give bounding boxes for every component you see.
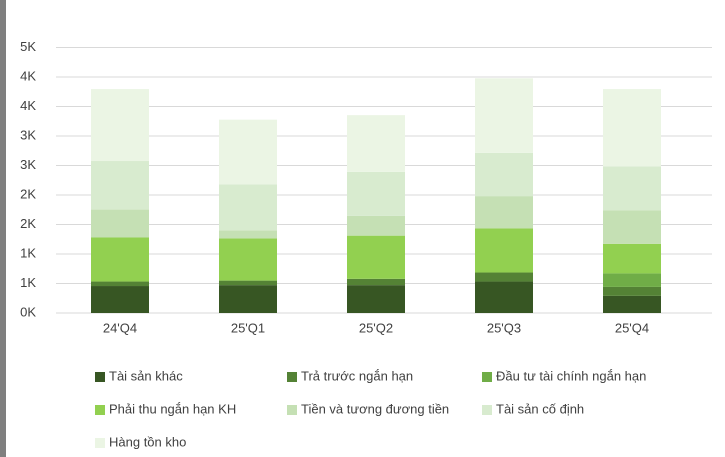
bar-segment	[219, 184, 277, 231]
legend-label: Phải thu ngắn hạn KH	[109, 401, 236, 416]
x-tick-label: 25'Q1	[231, 320, 265, 335]
bar-segment	[219, 238, 277, 281]
bar-segment	[475, 78, 533, 153]
y-tick-label: 5K	[20, 39, 36, 54]
bar-segment	[603, 210, 661, 244]
bar-segment	[603, 273, 661, 287]
legend-swatch	[95, 372, 105, 382]
legend-swatch	[287, 405, 297, 415]
bar-segment	[475, 152, 533, 197]
legend-label: Tiền và tương đương tiền	[301, 401, 449, 416]
y-tick-label: 2K	[20, 216, 36, 231]
legend-swatch	[482, 372, 492, 382]
bar-segment	[603, 89, 661, 167]
legend-swatch	[95, 438, 105, 448]
bar-segment	[91, 286, 149, 313]
bar-segment	[603, 243, 661, 274]
y-tick-label: 4K	[20, 98, 36, 113]
bar-segment	[475, 228, 533, 273]
bar-segment	[347, 171, 405, 216]
legend-swatch	[482, 405, 492, 415]
legend-label: Trả trước ngắn hạn	[301, 368, 413, 383]
bar-segment	[475, 196, 533, 229]
legend-label: Tài sản khác	[109, 368, 183, 383]
bar-segment	[347, 285, 405, 313]
legend-label: Tài sản cố định	[496, 401, 584, 416]
x-tick-label: 25'Q4	[615, 320, 649, 335]
bar-segment	[347, 235, 405, 279]
bar-segment	[91, 237, 149, 282]
bar-segment	[347, 215, 405, 236]
bar-segment	[219, 285, 277, 313]
y-tick-label: 1K	[20, 245, 36, 260]
legend-swatch	[95, 405, 105, 415]
bar-segment	[219, 280, 277, 286]
bar-segment	[91, 161, 149, 210]
x-tick-label: 25'Q3	[487, 320, 521, 335]
bar-segment	[219, 119, 277, 185]
bar-segment	[603, 295, 661, 313]
y-tick-label: 3K	[20, 157, 36, 172]
y-tick-label: 3K	[20, 127, 36, 142]
bar-segment	[91, 209, 149, 238]
y-tick-label: 2K	[20, 186, 36, 201]
y-tick-label: 1K	[20, 275, 36, 290]
legend-label: Đầu tư tài chính ngắn hạn	[496, 368, 646, 383]
bar-segment	[347, 115, 405, 172]
side-strip	[0, 0, 6, 457]
bar-segment	[91, 89, 149, 162]
bar-segment	[603, 166, 661, 211]
x-tick-label: 25'Q2	[359, 320, 393, 335]
bar-segment	[475, 281, 533, 313]
bar-segment	[603, 286, 661, 296]
legend-swatch	[287, 372, 297, 382]
y-tick-label: 4K	[20, 68, 36, 83]
bar-segment	[347, 278, 405, 286]
bar-segment	[219, 230, 277, 239]
x-tick-label: 24'Q4	[103, 320, 137, 335]
legend-label: Hàng tồn kho	[109, 434, 186, 449]
bar-segment	[91, 281, 149, 287]
bar-segment	[475, 272, 533, 282]
y-tick-label: 0K	[20, 304, 36, 319]
